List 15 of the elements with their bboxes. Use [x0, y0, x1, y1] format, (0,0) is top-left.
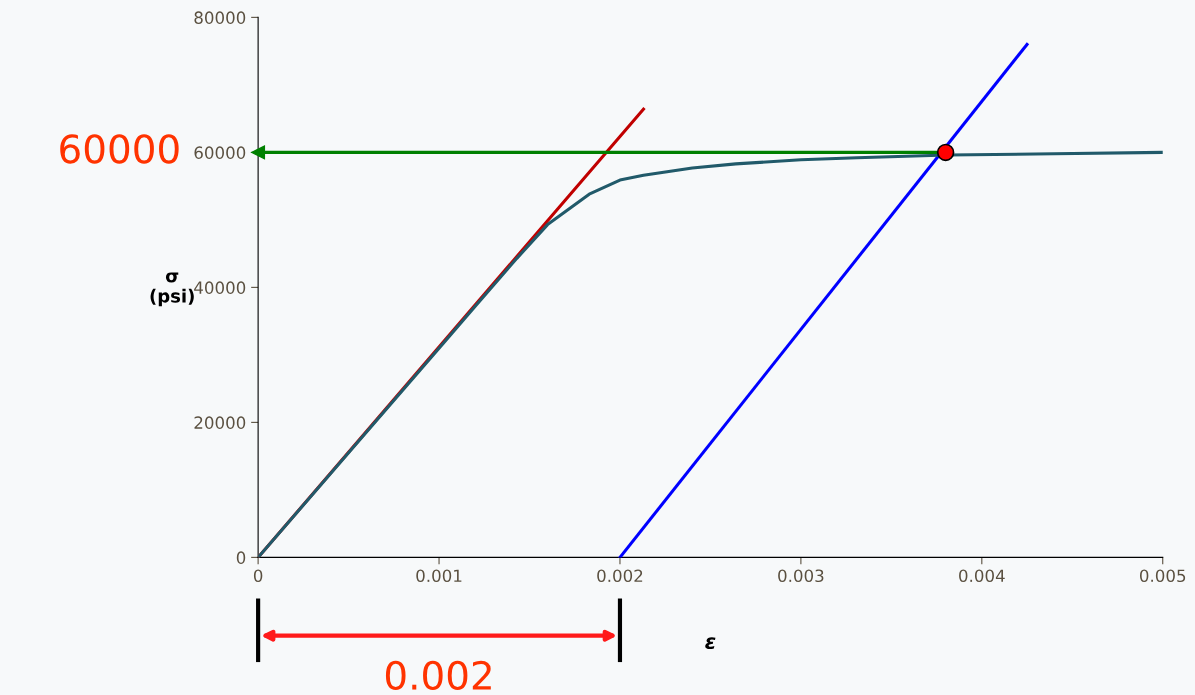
x-tick-label: 0.005 — [1139, 569, 1186, 583]
y-tick-label: 0 — [236, 551, 246, 564]
y-axis-title: σ (psi) — [150, 272, 194, 307]
x-tick-label: 0.004 — [959, 569, 1005, 583]
y-tick-label: 20000 — [194, 416, 246, 429]
text: 60000 — [60, 134, 179, 164]
x-axis-title: ε — [705, 637, 716, 650]
text: 0.002 — [385, 660, 491, 691]
x-tick-label: 0.001 — [416, 569, 462, 583]
x-tick-label: 0 — [253, 569, 263, 583]
y-tick-label: 60000 — [194, 146, 246, 159]
x-tick-label: 0.002 — [597, 569, 643, 583]
x-tick-label: 0.003 — [778, 569, 824, 583]
y-tick-label: 40000 — [194, 281, 246, 294]
y-tick-label: 80000 — [194, 11, 246, 24]
